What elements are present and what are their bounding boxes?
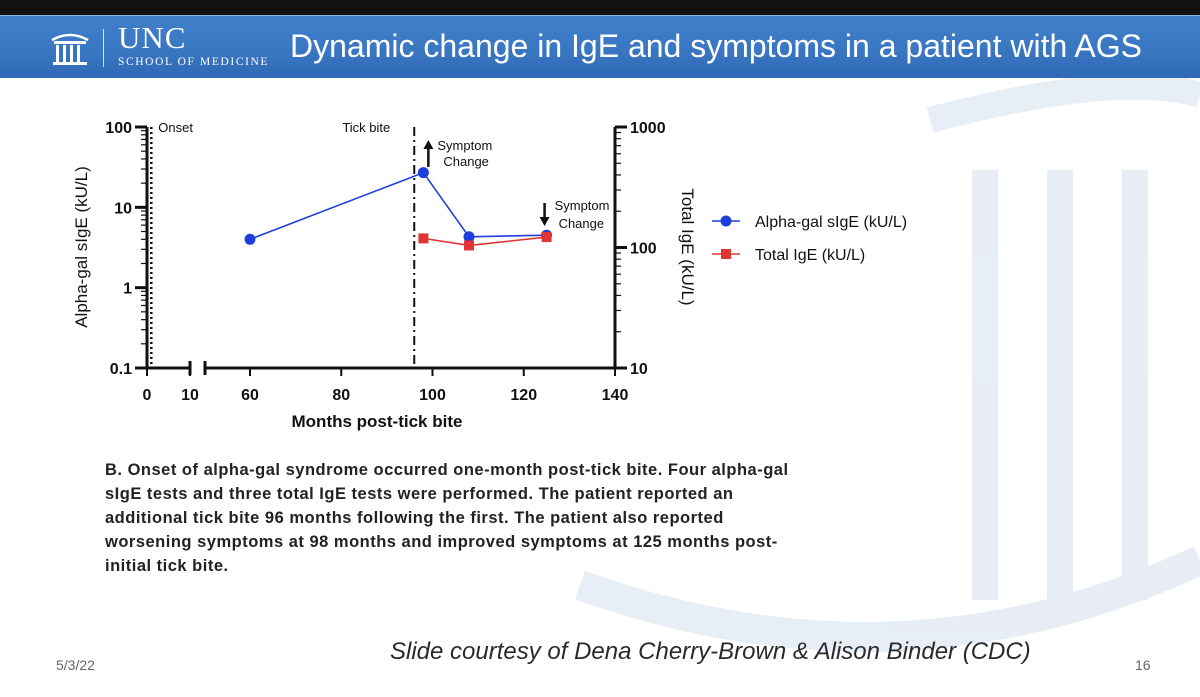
figure-caption: B. Onset of alpha-gal syndrome occurred … (105, 461, 789, 575)
y2-tick-label: 10 (630, 361, 648, 378)
y2-axis-title: Total IgE (kU/L) (678, 188, 697, 305)
x-tick-label: 80 (332, 387, 350, 404)
symptom-label-line2: Change (559, 216, 605, 231)
data-point (244, 233, 256, 245)
data-point (418, 233, 429, 244)
title-banner: UNC SCHOOL OF MEDICINE Dynamic change in… (0, 15, 1200, 78)
y-tick-label: 10 (114, 200, 132, 217)
series-line (249, 171, 547, 241)
x-tick-label: 10 (181, 387, 199, 404)
onset-label: Onset (158, 120, 193, 135)
x-axis-title: Months post-tick bite (292, 412, 463, 431)
data-point (541, 232, 552, 243)
legend-label: Total IgE (kU/L) (755, 247, 865, 264)
old-well-logo-icon (51, 33, 89, 65)
y-axis-title: Alpha-gal sIgE (kU/L) (72, 166, 91, 328)
symptom-label-line1: Symptom (555, 198, 610, 213)
x-tick-label: 140 (602, 387, 629, 404)
symptom-arrowhead-up (423, 140, 434, 149)
series-line (423, 236, 547, 247)
symptom-label-line1: Symptom (437, 138, 492, 153)
legend-marker (721, 249, 731, 259)
data-point (463, 231, 475, 243)
symptom-arrowhead-down (539, 217, 550, 226)
top-black-bar (0, 0, 1200, 15)
legend-marker (720, 215, 732, 227)
legend-label: Alpha-gal sIgE (kU/L) (755, 214, 907, 231)
y2-tick-label: 1000 (630, 120, 666, 137)
slide-page-number: 16 (1135, 657, 1151, 673)
slide-date: 5/3/22 (56, 657, 95, 673)
logo-school-text: SCHOOL OF MEDICINE (118, 56, 270, 68)
x-tick-label: 120 (510, 387, 537, 404)
y-tick-label: 0.1 (110, 361, 132, 378)
x-tick-label: 0 (143, 387, 152, 404)
x-tick-label: 60 (241, 387, 259, 404)
data-point (417, 167, 429, 179)
x-tick-label: 100 (419, 387, 446, 404)
y2-tick-label: 100 (630, 241, 657, 258)
logo-unc-text: UNC (118, 20, 187, 55)
y-tick-label: 1 (123, 281, 132, 298)
data-point (464, 240, 474, 251)
y-tick-label: 100 (105, 120, 132, 137)
tick-bite-label: Tick bite (342, 120, 390, 135)
slide-title: Dynamic change in IgE and symptoms in a … (290, 28, 1142, 64)
logo-divider (103, 29, 104, 67)
slide-courtesy: Slide courtesy of Dena Cherry-Brown & Al… (390, 638, 1031, 665)
symptom-label-line2: Change (443, 154, 489, 169)
